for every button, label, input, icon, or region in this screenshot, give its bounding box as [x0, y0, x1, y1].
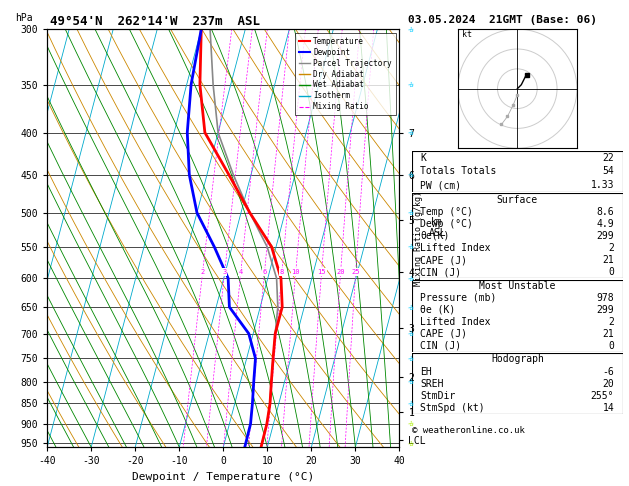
Text: 54: 54 [603, 166, 615, 176]
Text: 15: 15 [318, 269, 326, 275]
Text: »: » [404, 273, 416, 284]
Text: kt: kt [462, 30, 472, 39]
Text: -6: -6 [603, 366, 615, 377]
Text: 25: 25 [352, 269, 360, 275]
Text: »: » [404, 376, 416, 387]
Text: EH: EH [420, 366, 432, 377]
Text: 0: 0 [608, 341, 615, 351]
Text: 22: 22 [603, 153, 615, 162]
Text: 2: 2 [608, 317, 615, 327]
Text: Totals Totals: Totals Totals [420, 166, 497, 176]
Text: StmSpd (kt): StmSpd (kt) [420, 403, 485, 413]
Legend: Temperature, Dewpoint, Parcel Trajectory, Dry Adiabat, Wet Adiabat, Isotherm, Mi: Temperature, Dewpoint, Parcel Trajectory… [295, 33, 396, 115]
Text: 14: 14 [603, 403, 615, 413]
Text: »: » [404, 207, 416, 218]
Text: 21: 21 [603, 329, 615, 339]
Text: »: » [404, 438, 416, 449]
Text: Lifted Index: Lifted Index [420, 317, 491, 327]
Text: Hodograph: Hodograph [491, 354, 544, 364]
Text: θe(K): θe(K) [420, 231, 450, 241]
X-axis label: Dewpoint / Temperature (°C): Dewpoint / Temperature (°C) [132, 472, 314, 482]
Text: Dewp (°C): Dewp (°C) [420, 219, 473, 229]
Y-axis label: km
ASL: km ASL [428, 217, 446, 238]
Text: 03.05.2024  21GMT (Base: 06): 03.05.2024 21GMT (Base: 06) [408, 15, 596, 25]
Text: 21: 21 [603, 255, 615, 265]
Text: 255°: 255° [591, 391, 615, 401]
Text: Lifted Index: Lifted Index [420, 243, 491, 253]
Text: StmDir: StmDir [420, 391, 455, 401]
Text: 3: 3 [223, 269, 227, 275]
Text: 49°54'N  262°14'W  237m  ASL: 49°54'N 262°14'W 237m ASL [50, 15, 260, 28]
Text: CAPE (J): CAPE (J) [420, 329, 467, 339]
Text: 2: 2 [201, 269, 205, 275]
Text: © weatheronline.co.uk: © weatheronline.co.uk [412, 426, 525, 435]
Text: »: » [404, 23, 416, 35]
Text: SREH: SREH [420, 379, 444, 389]
Text: 299: 299 [597, 231, 615, 241]
Text: »: » [404, 328, 416, 339]
Text: »: » [404, 398, 416, 409]
Text: Surface: Surface [497, 194, 538, 205]
Text: 8.6: 8.6 [597, 207, 615, 217]
Text: »: » [404, 127, 416, 138]
Text: CAPE (J): CAPE (J) [420, 255, 467, 265]
Text: hPa: hPa [16, 13, 33, 23]
Text: 4: 4 [238, 269, 243, 275]
Text: 4.9: 4.9 [597, 219, 615, 229]
Text: Pressure (mb): Pressure (mb) [420, 293, 497, 303]
Text: »: » [404, 79, 416, 90]
Text: 299: 299 [597, 305, 615, 315]
Text: 20: 20 [337, 269, 345, 275]
Text: θe (K): θe (K) [420, 305, 455, 315]
Text: »: » [404, 242, 416, 253]
Text: K: K [420, 153, 426, 162]
Text: CIN (J): CIN (J) [420, 341, 462, 351]
Text: »: » [404, 169, 416, 180]
Text: 2: 2 [608, 243, 615, 253]
Text: 8: 8 [280, 269, 284, 275]
Text: »: » [404, 418, 416, 430]
Text: CIN (J): CIN (J) [420, 267, 462, 278]
Text: Temp (°C): Temp (°C) [420, 207, 473, 217]
Text: Most Unstable: Most Unstable [479, 281, 555, 291]
Text: 10: 10 [291, 269, 300, 275]
Text: PW (cm): PW (cm) [420, 180, 462, 190]
Text: 1.33: 1.33 [591, 180, 615, 190]
Text: Mixing Ratio (g/kg): Mixing Ratio (g/kg) [413, 191, 423, 286]
Text: »: » [404, 353, 416, 364]
Text: 0: 0 [608, 267, 615, 278]
Text: 978: 978 [597, 293, 615, 303]
Text: 6: 6 [262, 269, 267, 275]
Text: 20: 20 [603, 379, 615, 389]
Text: »: » [404, 301, 416, 312]
